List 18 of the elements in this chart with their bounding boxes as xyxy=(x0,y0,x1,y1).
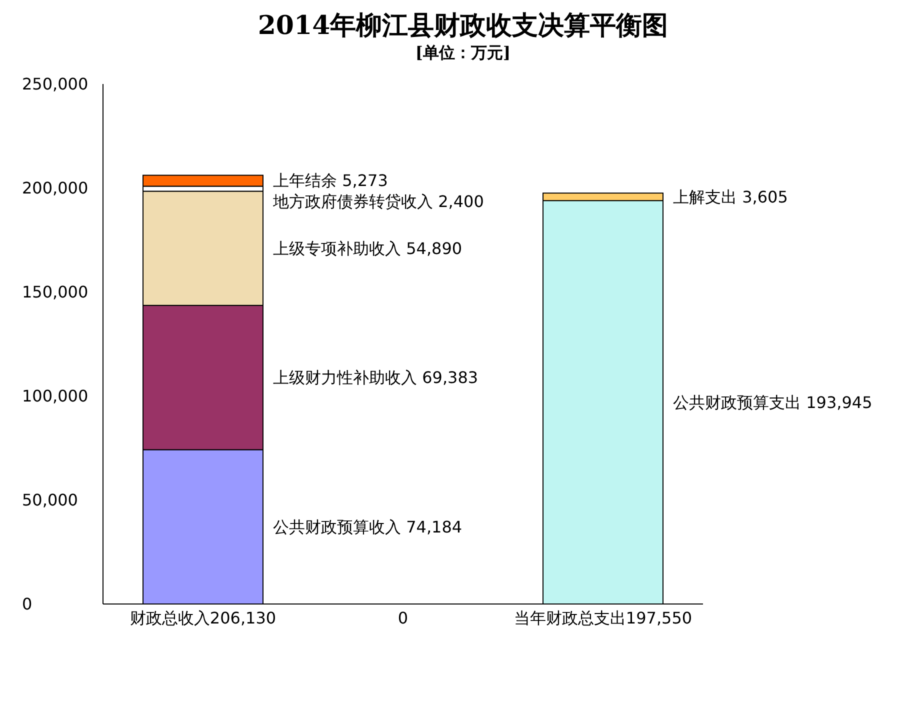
text: 上解支出 3,605 xyxy=(673,187,788,206)
chart-subtitle: [单位：万元] xyxy=(414,43,512,64)
y-tick-label: 0 xyxy=(22,594,32,614)
text: 上级财力性补助收入 69,383 xyxy=(273,368,478,388)
chart-title: 2014年柳江县财政收支决算平衡图 xyxy=(256,10,670,43)
text: 公共财政预算支出 193,945 xyxy=(673,392,872,412)
text: 地方政府债券转贷收入 2,400 xyxy=(273,192,484,212)
text: 公共财政预算收入 74,184 xyxy=(273,517,462,536)
y-tick-label: 150,000 xyxy=(22,282,88,302)
y-tick-label: 100,000 xyxy=(22,386,88,406)
y-tick-label: 200,000 xyxy=(22,178,88,198)
x-tick-label: 财政总收入206,130 xyxy=(130,608,276,628)
x-tick-label: 当年财政总支出197,550 xyxy=(514,608,692,628)
text: 上年结余 5,273 xyxy=(273,171,388,190)
x-tick-label: 0 xyxy=(398,608,408,628)
text: 上级专项补助收入 54,890 xyxy=(273,238,462,258)
y-tick-label: 50,000 xyxy=(22,490,78,510)
y-tick-label: 250,000 xyxy=(22,74,88,94)
